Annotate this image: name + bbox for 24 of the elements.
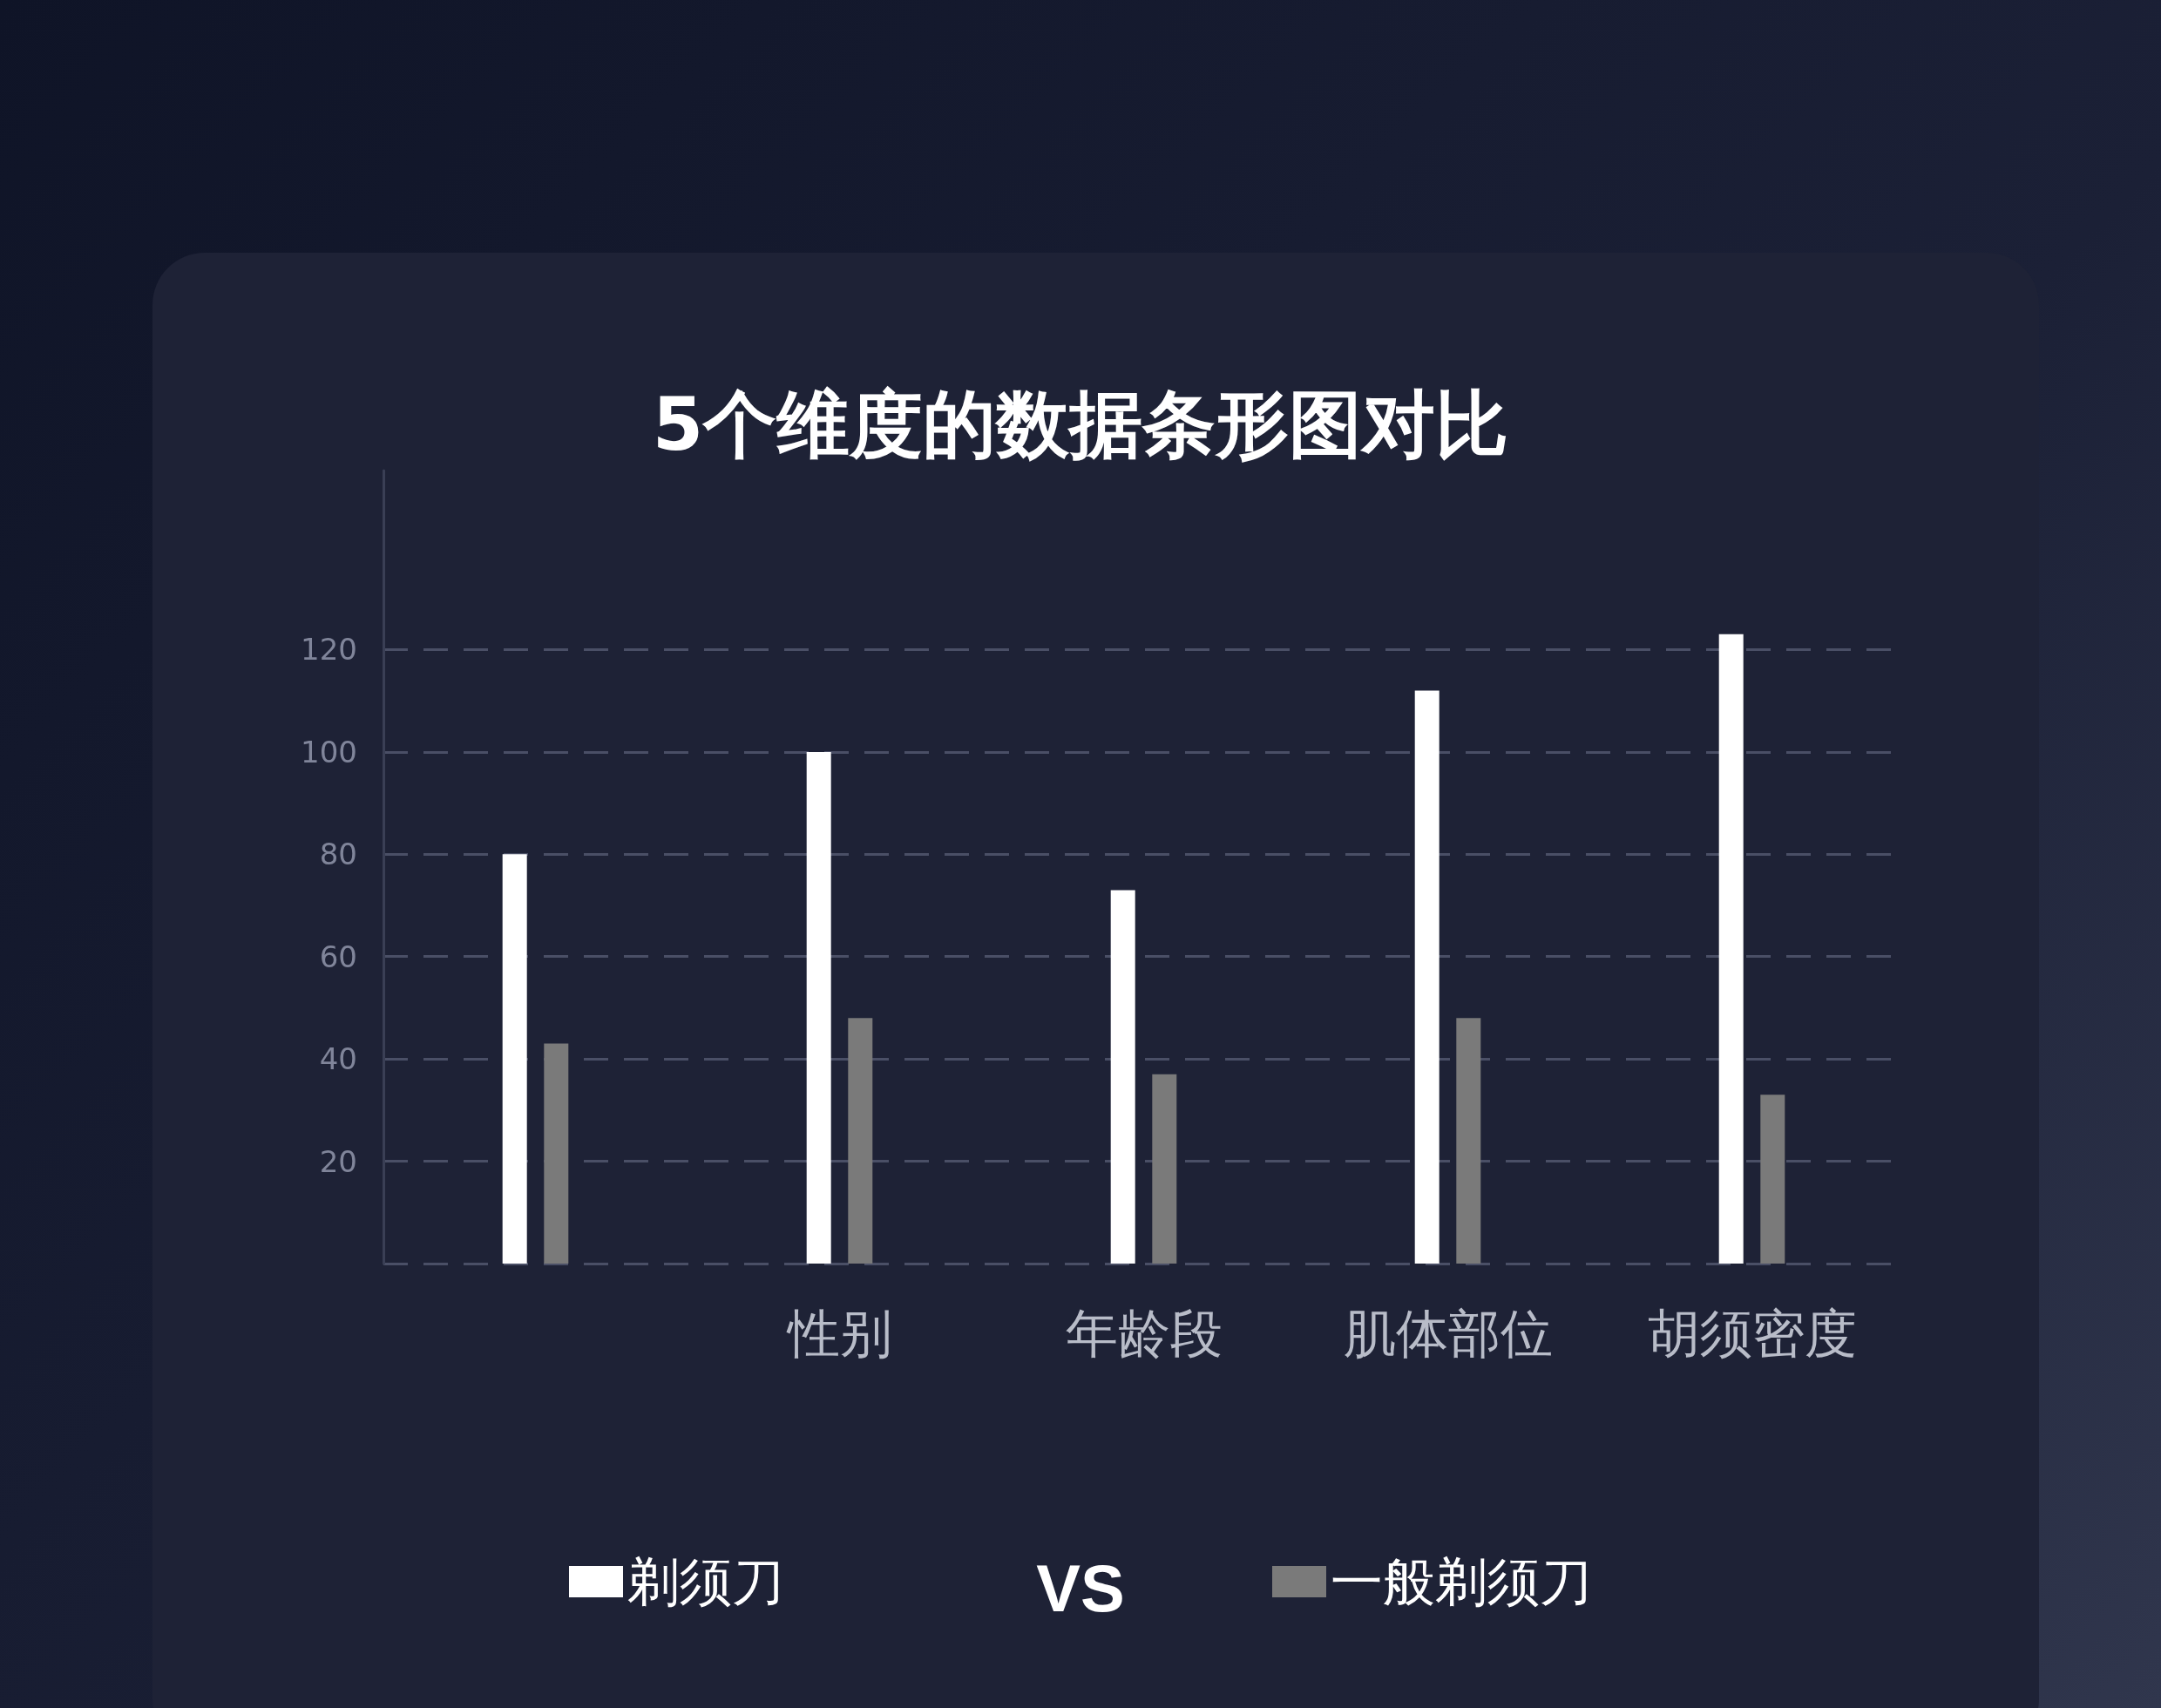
bar — [1456, 1018, 1481, 1264]
x-tick-label: 年龄段 — [1065, 1303, 1223, 1364]
bar — [1718, 634, 1744, 1264]
bar — [1152, 1074, 1177, 1264]
y-tick-label: 40 — [319, 1041, 357, 1077]
bar — [1110, 890, 1135, 1264]
text: VS — [1036, 1550, 1125, 1625]
bar — [848, 1018, 873, 1264]
bar — [1414, 690, 1440, 1264]
y-tick-label: 20 — [319, 1143, 357, 1179]
chart-title: 5个维度的数据条形图对比 — [652, 382, 1509, 467]
x-tick-label: 肌体部位 — [1343, 1303, 1553, 1364]
y-tick-label: 100 — [301, 734, 357, 769]
y-tick-label: 80 — [319, 837, 357, 872]
legend-label: 一般剃须刀 — [1331, 1551, 1592, 1612]
bar — [544, 1043, 569, 1264]
y-tick-label: 60 — [319, 939, 357, 974]
bar — [806, 751, 831, 1264]
bar — [1760, 1095, 1785, 1264]
legend-label: 剃须刀 — [627, 1551, 784, 1612]
x-tick-label: 胡须密度 — [1647, 1303, 1857, 1364]
y-tick-label: 120 — [301, 632, 357, 668]
bar — [502, 854, 527, 1264]
x-tick-label: 性别 — [785, 1303, 892, 1364]
